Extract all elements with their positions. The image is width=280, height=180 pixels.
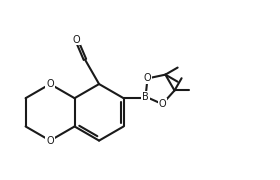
Text: O: O	[158, 99, 166, 109]
Text: O: O	[46, 136, 54, 146]
Text: B: B	[142, 92, 149, 102]
Text: O: O	[46, 79, 54, 89]
Text: O: O	[73, 35, 80, 45]
Text: O: O	[144, 73, 151, 84]
